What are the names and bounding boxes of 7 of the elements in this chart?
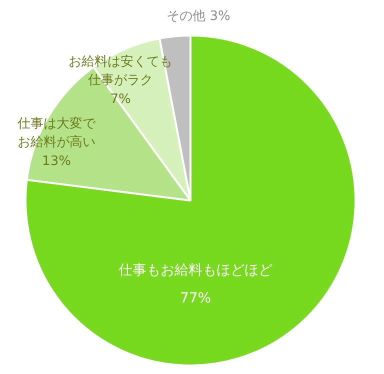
slice-label: その他 3% — [166, 9, 230, 24]
data-label: 7% — [110, 92, 131, 107]
data-label: 77% — [180, 290, 212, 306]
data-label: 13% — [42, 154, 71, 169]
slice-label: 仕事は大変でお給料が高い — [16, 115, 96, 150]
slice-label: 仕事もお給料もほどほど — [118, 262, 272, 278]
slice-label: お給料は安くても仕事がラク — [68, 53, 172, 88]
